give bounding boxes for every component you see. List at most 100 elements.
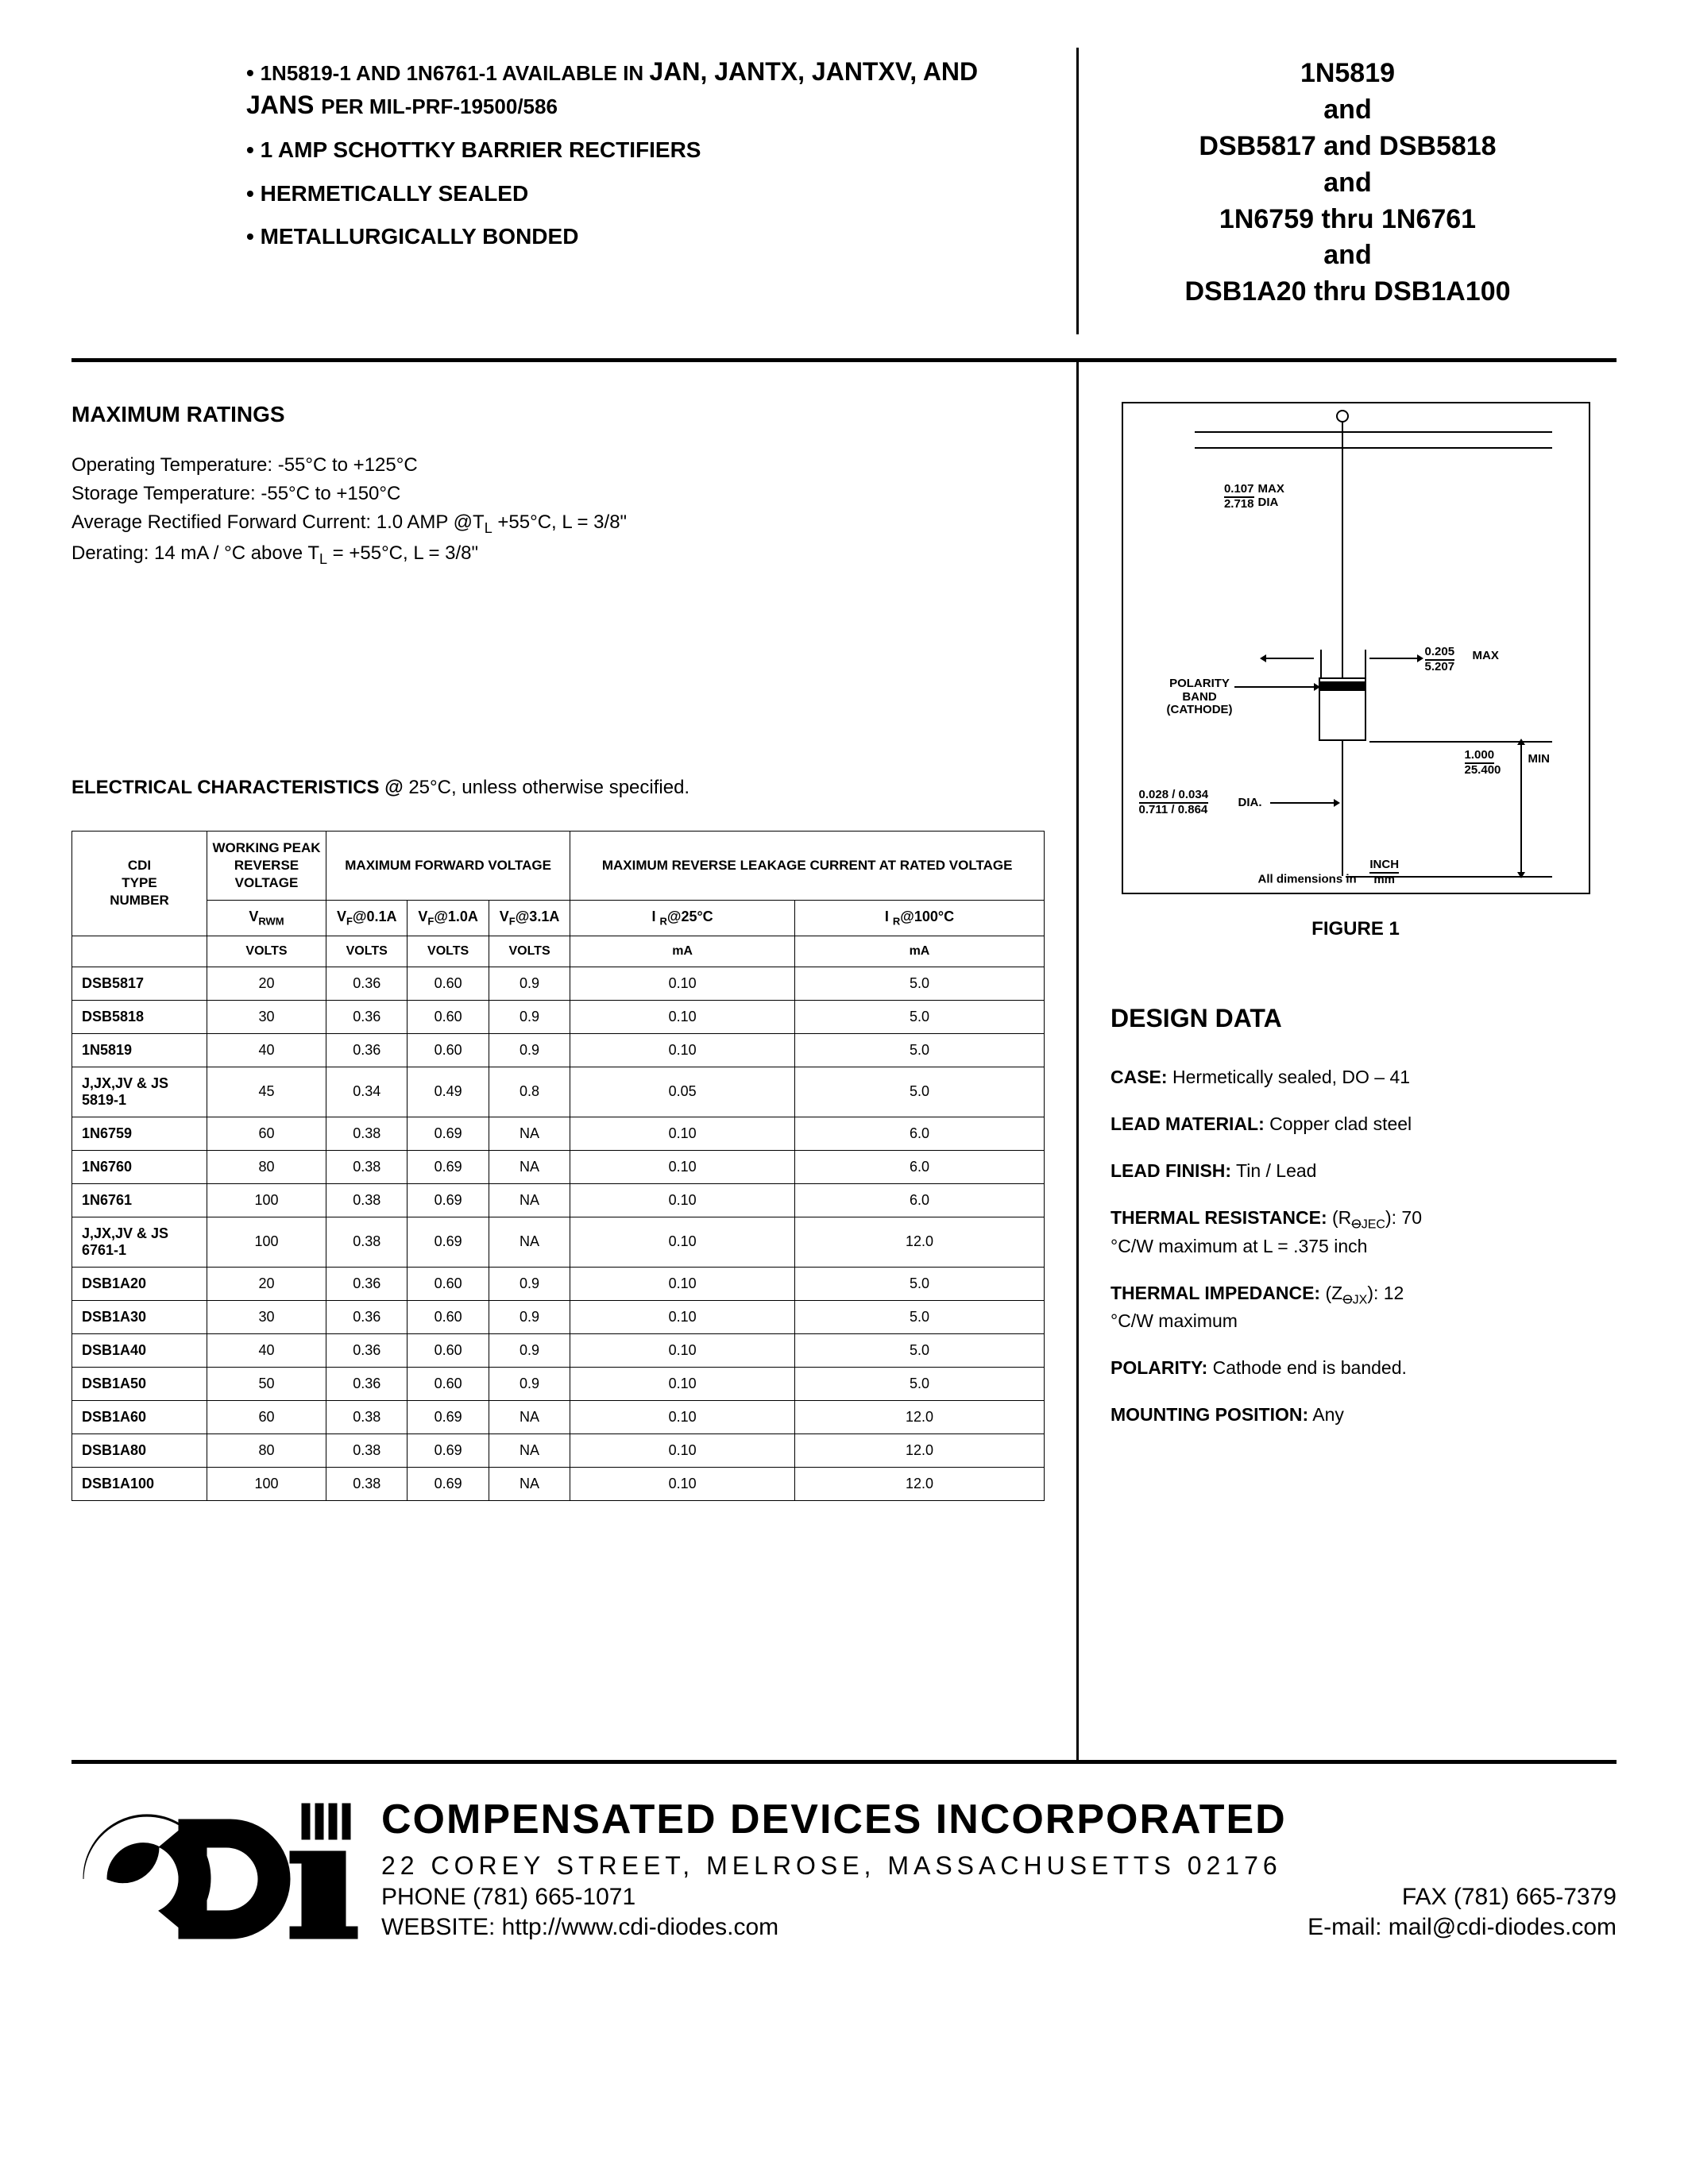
- unit-volts-1: VOLTS: [207, 936, 326, 967]
- cell-vf01: 0.38: [326, 1467, 408, 1500]
- cell-vrwm: 80: [207, 1433, 326, 1467]
- cell-vf10: 0.69: [408, 1217, 489, 1267]
- company-web: WEBSITE: http://www.cdi-diodes.com E-mai…: [381, 1914, 1617, 1941]
- cell-vf01: 0.36: [326, 1033, 408, 1067]
- cell-vrwm: 100: [207, 1467, 326, 1500]
- spec-table: CDITYPENUMBER WORKING PEAK REVERSE VOLTA…: [71, 831, 1045, 1501]
- cell-type: DSB1A50: [72, 1367, 207, 1400]
- table-row: DSB1A50500.360.600.90.105.0: [72, 1367, 1045, 1400]
- cell-vf01: 0.38: [326, 1433, 408, 1467]
- company-name: COMPENSATED DEVICES INCORPORATED: [381, 1796, 1617, 1843]
- pn-1: 1N5819: [1095, 56, 1601, 92]
- cell-type: DSB1A60: [72, 1400, 207, 1433]
- company-block: COMPENSATED DEVICES INCORPORATED 22 CORE…: [373, 1796, 1617, 1941]
- col-ir100: I R@100°C: [794, 901, 1044, 936]
- cell-ir100: 5.0: [794, 1000, 1044, 1033]
- cell-vf01: 0.38: [326, 1217, 408, 1267]
- col-vf01: VF@0.1A: [326, 901, 408, 936]
- cell-vf01: 0.36: [326, 1300, 408, 1333]
- design-leadmat: LEAD MATERIAL: Copper clad steel: [1111, 1112, 1601, 1136]
- cell-vrwm: 80: [207, 1150, 326, 1183]
- table-row: DSB1A1001000.380.69NA0.1012.0: [72, 1467, 1045, 1500]
- design-leadfin: LEAD FINISH: Tin / Lead: [1111, 1159, 1601, 1183]
- cell-vf10: 0.60: [408, 1300, 489, 1333]
- unit-volts-2: VOLTS: [326, 936, 408, 967]
- company-address: 22 COREY STREET, MELROSE, MASSACHUSETTS …: [381, 1851, 1617, 1881]
- feature-2: 1 AMP SCHOTTKY BARRIER RECTIFIERS: [246, 136, 1045, 164]
- design-data: DESIGN DATA CASE: Hermetically sealed, D…: [1111, 1004, 1601, 1427]
- cell-ir100: 12.0: [794, 1467, 1044, 1500]
- cell-ir100: 6.0: [794, 1150, 1044, 1183]
- cell-type: 1N6761: [72, 1183, 207, 1217]
- company-fax: FAX (781) 665-7379: [1402, 1884, 1617, 1911]
- unit-ma-1: mA: [570, 936, 795, 967]
- feature-1c: PER MIL-PRF-19500/586: [321, 95, 558, 118]
- cell-type: DSB1A30: [72, 1300, 207, 1333]
- cell-vrwm: 45: [207, 1067, 326, 1117]
- cell-ir100: 12.0: [794, 1217, 1044, 1267]
- pn-3: DSB5817 and DSB5818: [1095, 129, 1601, 165]
- cdi-logo-icon: [71, 1796, 373, 1962]
- rating-1: Operating Temperature: -55°C to +125°C: [71, 451, 1045, 480]
- left-column: MAXIMUM RATINGS Operating Temperature: -…: [71, 362, 1076, 1760]
- cell-vf10: 0.60: [408, 967, 489, 1000]
- feature-1a: 1N5819-1 AND 1N6761-1 AVAILABLE IN: [261, 61, 650, 85]
- cell-type: J,JX,JV & JS 6761-1: [72, 1217, 207, 1267]
- cell-vrwm: 100: [207, 1217, 326, 1267]
- mid-section: MAXIMUM RATINGS Operating Temperature: -…: [71, 362, 1617, 1760]
- cell-vf10: 0.49: [408, 1067, 489, 1117]
- cell-ir25: 0.10: [570, 1400, 795, 1433]
- design-polarity: POLARITY: Cathode end is banded.: [1111, 1356, 1601, 1380]
- col-ir25: I R@25°C: [570, 901, 795, 936]
- cell-vf31: 0.9: [489, 1333, 570, 1367]
- col-vf31: VF@3.1A: [489, 901, 570, 936]
- cell-ir25: 0.10: [570, 1367, 795, 1400]
- cell-vf31: NA: [489, 1183, 570, 1217]
- features-column: 1N5819-1 AND 1N6761-1 AVAILABLE IN JAN, …: [71, 48, 1076, 334]
- design-mount: MOUNTING POSITION: Any: [1111, 1403, 1601, 1427]
- cell-ir100: 5.0: [794, 1067, 1044, 1117]
- pn-5: 1N6759 thru 1N6761: [1095, 202, 1601, 238]
- cell-type: DSB1A40: [72, 1333, 207, 1367]
- rating-2: Storage Temperature: -55°C to +150°C: [71, 480, 1045, 508]
- unit-ma-2: mA: [794, 936, 1044, 967]
- cell-vf10: 0.60: [408, 1267, 489, 1300]
- cell-vf10: 0.60: [408, 1367, 489, 1400]
- company-website: WEBSITE: http://www.cdi-diodes.com: [381, 1914, 778, 1941]
- company-phone: PHONE (781) 665-1071: [381, 1884, 635, 1911]
- cell-ir100: 12.0: [794, 1433, 1044, 1467]
- cell-ir25: 0.10: [570, 967, 795, 1000]
- cell-vf01: 0.36: [326, 1000, 408, 1033]
- cell-vf31: 0.9: [489, 1367, 570, 1400]
- cell-vrwm: 30: [207, 1300, 326, 1333]
- cell-vrwm: 100: [207, 1183, 326, 1217]
- cell-type: DSB5818: [72, 1000, 207, 1033]
- cell-vf31: NA: [489, 1150, 570, 1183]
- design-heading: DESIGN DATA: [1111, 1004, 1601, 1033]
- cell-vf01: 0.38: [326, 1117, 408, 1150]
- cell-ir100: 5.0: [794, 1033, 1044, 1067]
- cell-ir25: 0.10: [570, 1183, 795, 1217]
- rating-3: Average Rectified Forward Current: 1.0 A…: [71, 508, 1045, 539]
- table-row: DSB5818300.360.600.90.105.0: [72, 1000, 1045, 1033]
- cell-ir25: 0.10: [570, 1267, 795, 1300]
- cell-ir100: 5.0: [794, 967, 1044, 1000]
- cell-ir100: 5.0: [794, 1367, 1044, 1400]
- cell-ir100: 6.0: [794, 1183, 1044, 1217]
- company-contact: PHONE (781) 665-1071 FAX (781) 665-7379: [381, 1884, 1617, 1911]
- unit-volts-4: VOLTS: [489, 936, 570, 967]
- feature-4: METALLURGICALLY BONDED: [246, 222, 1045, 251]
- cell-vf31: NA: [489, 1467, 570, 1500]
- cell-type: 1N5819: [72, 1033, 207, 1067]
- cell-vf31: NA: [489, 1117, 570, 1150]
- unit-volts-3: VOLTS: [408, 936, 489, 967]
- col-vf10: VF@1.0A: [408, 901, 489, 936]
- cell-ir25: 0.10: [570, 1333, 795, 1367]
- table-row: 1N5819400.360.600.90.105.0: [72, 1033, 1045, 1067]
- cell-ir100: 6.0: [794, 1117, 1044, 1150]
- cell-ir25: 0.10: [570, 1433, 795, 1467]
- cell-ir25: 0.10: [570, 1000, 795, 1033]
- max-ratings-block: MAXIMUM RATINGS Operating Temperature: -…: [71, 402, 1045, 570]
- cell-vf31: NA: [489, 1433, 570, 1467]
- cell-ir25: 0.10: [570, 1150, 795, 1183]
